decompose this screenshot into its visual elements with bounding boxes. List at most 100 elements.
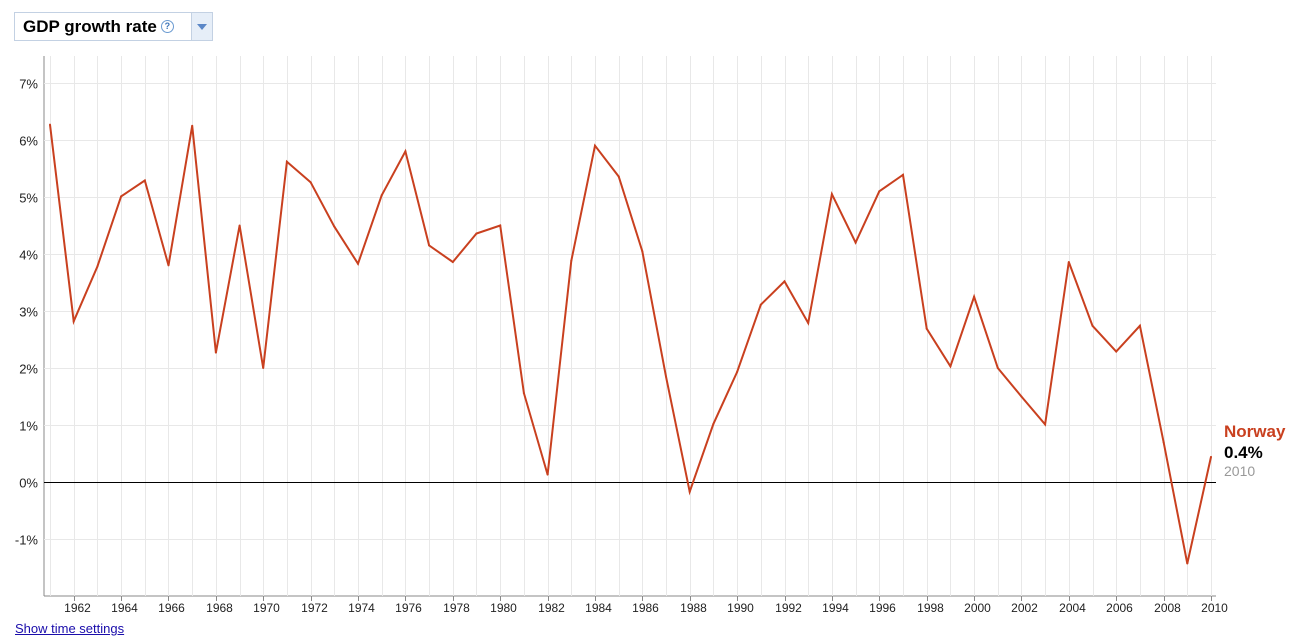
x-tick-label: 2000: [964, 601, 991, 615]
x-tick-label: 1964: [111, 601, 138, 615]
data-point: [570, 259, 573, 262]
x-tick-label: 1986: [632, 601, 659, 615]
data-point: [120, 195, 123, 198]
end-label-value: 0.4%: [1224, 443, 1263, 462]
data-point: [546, 473, 549, 476]
x-tick-label: 1992: [775, 601, 802, 615]
data-point: [333, 225, 336, 228]
x-tick-label: 2004: [1059, 601, 1086, 615]
data-point: [96, 265, 99, 268]
y-tick-label: 5%: [19, 191, 38, 206]
data-point: [1162, 441, 1165, 444]
data-point: [357, 262, 359, 265]
x-tick-label: 1972: [301, 601, 328, 615]
data-point: [902, 173, 904, 176]
series-line-norway: [49, 124, 1212, 564]
x-tick-label: 1988: [680, 601, 707, 615]
data-point: [522, 392, 525, 395]
data-point: [72, 320, 75, 323]
data-point: [878, 190, 881, 193]
y-tick-label: 2%: [19, 362, 38, 377]
x-tick-label: 1980: [490, 601, 517, 615]
data-point: [238, 224, 241, 227]
data-point: [688, 490, 691, 493]
y-tick-label: 0%: [19, 476, 38, 491]
data-point: [285, 160, 288, 163]
x-tick-label: 1962: [64, 601, 91, 615]
data-point: [475, 232, 478, 235]
data-point: [1186, 562, 1189, 565]
end-label-year: 2010: [1224, 463, 1256, 479]
x-tick-label: 1970: [253, 601, 280, 615]
y-tick-label: 4%: [19, 248, 38, 263]
data-point: [49, 123, 51, 126]
data-point: [949, 365, 952, 368]
data-point: [594, 144, 596, 147]
metric-selector[interactable]: GDP growth rate ?: [14, 12, 213, 41]
x-tick-label: 1990: [727, 601, 754, 615]
x-tick-label: 1998: [917, 601, 944, 615]
x-tick-label: 1978: [443, 601, 470, 615]
x-tick-label: 2006: [1106, 601, 1133, 615]
data-point: [973, 295, 976, 298]
triangle-down-icon: [197, 23, 207, 30]
x-tick-label: 1982: [538, 601, 565, 615]
data-point: [617, 175, 620, 178]
y-tick-labels: -1% 0% 1% 2% 3% 4% 5% 6% 7%: [15, 77, 39, 548]
data-point: [736, 371, 739, 373]
data-point: [191, 124, 194, 127]
data-point: [641, 250, 644, 253]
data-point: [665, 375, 667, 378]
x-tick-label: 2010: [1201, 601, 1228, 615]
data-point: [830, 193, 833, 196]
end-label-country: Norway: [1224, 422, 1286, 441]
x-tick-label: 1974: [348, 601, 375, 615]
x-tick-label: 1996: [869, 601, 896, 615]
data-point: [1091, 324, 1094, 327]
x-tick-labels: 1962 1964 1966 1968 1970 1972 1974 1976 1978 1980…: [64, 596, 1228, 615]
y-tick-label: -1%: [15, 533, 39, 548]
data-point: [1067, 261, 1070, 263]
data-point: [262, 367, 265, 369]
y-tick-label: 3%: [19, 305, 38, 320]
data-point: [759, 303, 762, 306]
x-tick-label: 1984: [585, 601, 612, 615]
x-tick-label: 1976: [395, 601, 422, 615]
x-tick-label: 1966: [158, 601, 185, 615]
data-point: [404, 150, 407, 153]
grid-lines: [43, 56, 1216, 597]
data-point: [309, 181, 312, 184]
data-point: [783, 280, 786, 283]
x-tick-label: 1994: [822, 601, 849, 615]
data-point: [1115, 350, 1118, 353]
metric-dropdown-button[interactable]: [191, 13, 212, 40]
help-circle-icon[interactable]: ?: [160, 20, 174, 33]
x-tick-label: 2008: [1154, 601, 1181, 615]
y-tick-label: 6%: [19, 134, 38, 149]
data-point: [1020, 395, 1023, 398]
data-point: [380, 194, 383, 197]
data-point: [143, 179, 146, 182]
data-point: [451, 261, 454, 263]
series-layer: [49, 123, 1212, 565]
data-point: [167, 264, 170, 267]
x-tick-label: 2002: [1011, 601, 1038, 615]
x-tick-label: 1968: [206, 601, 233, 615]
data-point: [925, 327, 928, 330]
data-point: [428, 244, 431, 247]
y-tick-label: 7%: [19, 77, 38, 92]
data-point: [499, 224, 502, 227]
data-point: [1138, 324, 1141, 327]
data-point: [996, 367, 999, 369]
data-point: [854, 241, 857, 244]
data-point: [1044, 423, 1047, 426]
data-point: [807, 322, 810, 324]
metric-label-wrap: GDP growth rate ?: [15, 13, 191, 40]
data-point: [1210, 455, 1212, 458]
metric-label: GDP growth rate: [23, 16, 157, 36]
data-point: [712, 422, 715, 425]
y-tick-label: 1%: [19, 419, 38, 434]
data-point: [214, 351, 217, 354]
show-time-settings-link[interactable]: Show time settings: [15, 621, 125, 636]
